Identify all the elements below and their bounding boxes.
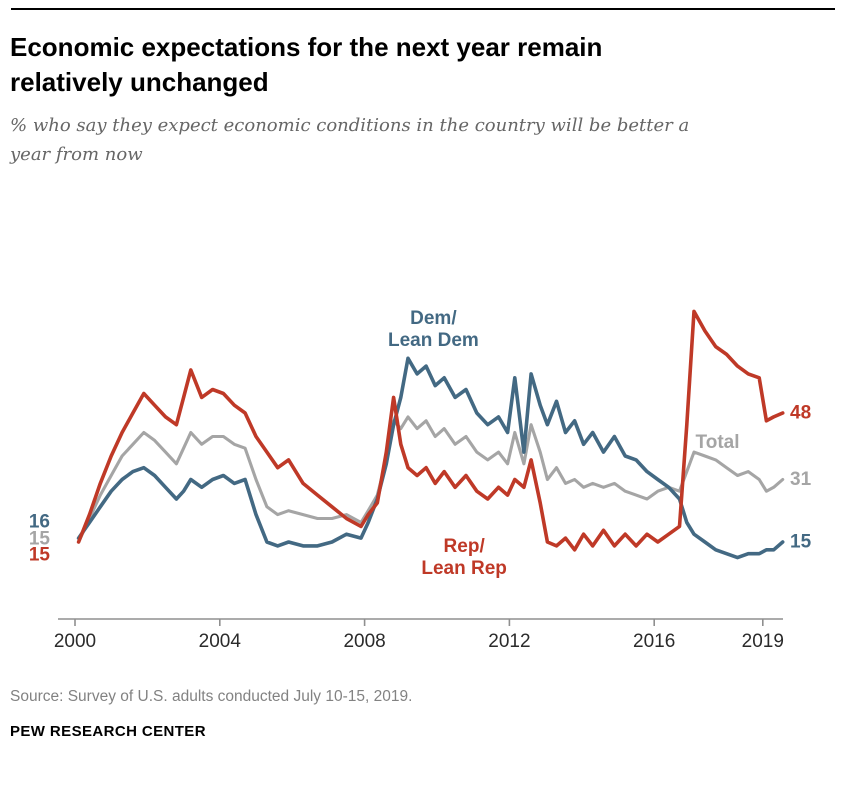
line-chart: 2000 2004 2008 2012 2016 2019 16 15 15 15 31 48 Dem/… xyxy=(0,172,846,660)
x-tick-label: 2016 xyxy=(633,631,675,652)
brand-footer: PEW RESEARCH CENTER xyxy=(10,722,206,740)
rep-end-value-label: 48 xyxy=(790,402,811,423)
line-chart-svg: 2000 2004 2008 2012 2016 2019161515153148Dem/… xyxy=(29,308,812,652)
x-tick-label: 2008 xyxy=(343,631,385,652)
chart-subtitle-line1: % who say they expect economic condition… xyxy=(10,115,690,137)
page-title-line2: relatively unchanged xyxy=(10,67,269,98)
total-line xyxy=(77,415,785,544)
dem-line xyxy=(76,356,785,560)
source-note: Source: Survey of U.S. adults conducted … xyxy=(10,687,413,705)
page-title: Economic expectations for the next year … xyxy=(10,30,834,100)
chart-subtitle-line2: year from now xyxy=(10,143,143,165)
chart-subtitle: % who say they expect economic condition… xyxy=(10,112,834,170)
rep-series-label-line2: Lean Rep xyxy=(421,558,507,579)
dem-series-label-line2: Lean Dem xyxy=(388,330,479,351)
total-series-label: Total xyxy=(696,432,740,453)
dem-series-label: Dem/ xyxy=(410,308,457,329)
x-tick-label: 2019 xyxy=(742,631,784,652)
total-end-value-label: 31 xyxy=(790,469,812,490)
rep-series-label: Rep/ xyxy=(444,536,486,557)
dem-start-value-label: 16 xyxy=(29,511,50,532)
page-title-line1: Economic expectations for the next year … xyxy=(10,32,603,62)
x-tick-label: 2012 xyxy=(488,631,530,652)
x-tick-label: 2000 xyxy=(54,631,96,652)
dem-end-value-label: 15 xyxy=(790,531,812,552)
rep-start-value-label: 15 xyxy=(29,544,51,565)
rep-line xyxy=(76,309,785,552)
top-border-rule xyxy=(11,8,835,10)
x-tick-label: 2004 xyxy=(199,631,242,652)
total-start-value-label: 15 xyxy=(29,528,51,549)
